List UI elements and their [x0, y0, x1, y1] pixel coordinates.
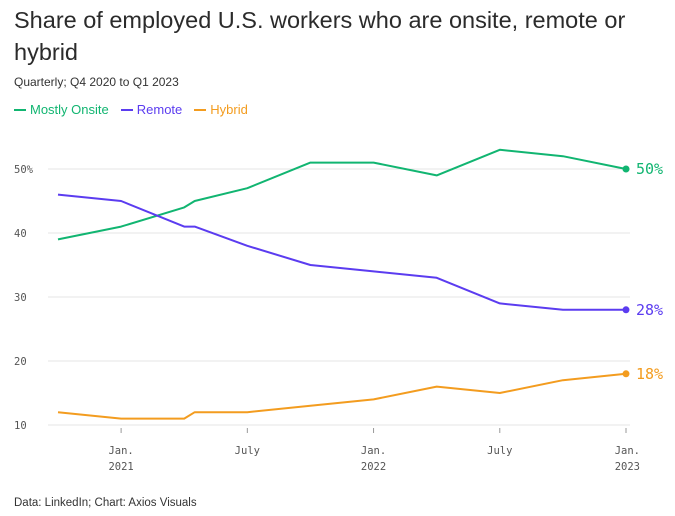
legend-label-onsite: Mostly Onsite [30, 102, 109, 117]
legend-label-hybrid: Hybrid [210, 102, 248, 117]
series-line-hybrid [57, 372, 627, 420]
end-point-mostly-onsite [622, 165, 630, 173]
legend-item-remote: Remote [120, 102, 183, 117]
x-tick-year-label-0: 2021 [108, 461, 133, 473]
legend-item-onsite: Mostly Onsite [14, 102, 109, 117]
chart-source: Data: LinkedIn; Chart: Axios Visuals [14, 497, 197, 509]
y-tick-label-40: 40 [14, 228, 27, 240]
y-tick-label-50: 50% [14, 164, 34, 176]
legend-swatch-remote [120, 108, 133, 111]
end-point-hybrid [622, 370, 630, 378]
x-tick-label-0: Jan. [108, 445, 133, 457]
y-tick-label-30: 30 [14, 292, 27, 304]
x-tick-label-4: Jan. [615, 445, 640, 457]
chart-subtitle: Quarterly; Q4 2020 to Q1 2023 [14, 75, 179, 89]
end-label-remote: 28% [636, 301, 663, 319]
x-tick-year-label-2: 2022 [361, 461, 386, 473]
x-tick-label-3: July [487, 445, 512, 457]
series-line-remote [57, 193, 626, 311]
x-tick-label-2: Jan. [361, 445, 386, 457]
end-point-remote [622, 306, 630, 314]
legend-swatch-onsite [14, 108, 26, 111]
y-tick-label-20: 20 [14, 356, 27, 368]
end-label-hybrid: 18% [636, 365, 663, 383]
x-tick-year-label-4: 2023 [615, 461, 640, 473]
x-tick-label-1: July [235, 445, 260, 457]
legend-item-hybrid: Hybrid [194, 102, 248, 117]
legend-swatch-hybrid [194, 108, 207, 111]
legend-label-remote: Remote [136, 102, 183, 117]
series-line-mostly-onsite [57, 148, 627, 241]
chart-title: Share of employed U.S. workers who are o… [14, 7, 626, 65]
end-label-mostly-onsite: 50% [636, 160, 663, 178]
y-tick-label-10: 10 [14, 420, 27, 432]
legend: Mostly Onsite Remote Hybrid [14, 102, 248, 117]
